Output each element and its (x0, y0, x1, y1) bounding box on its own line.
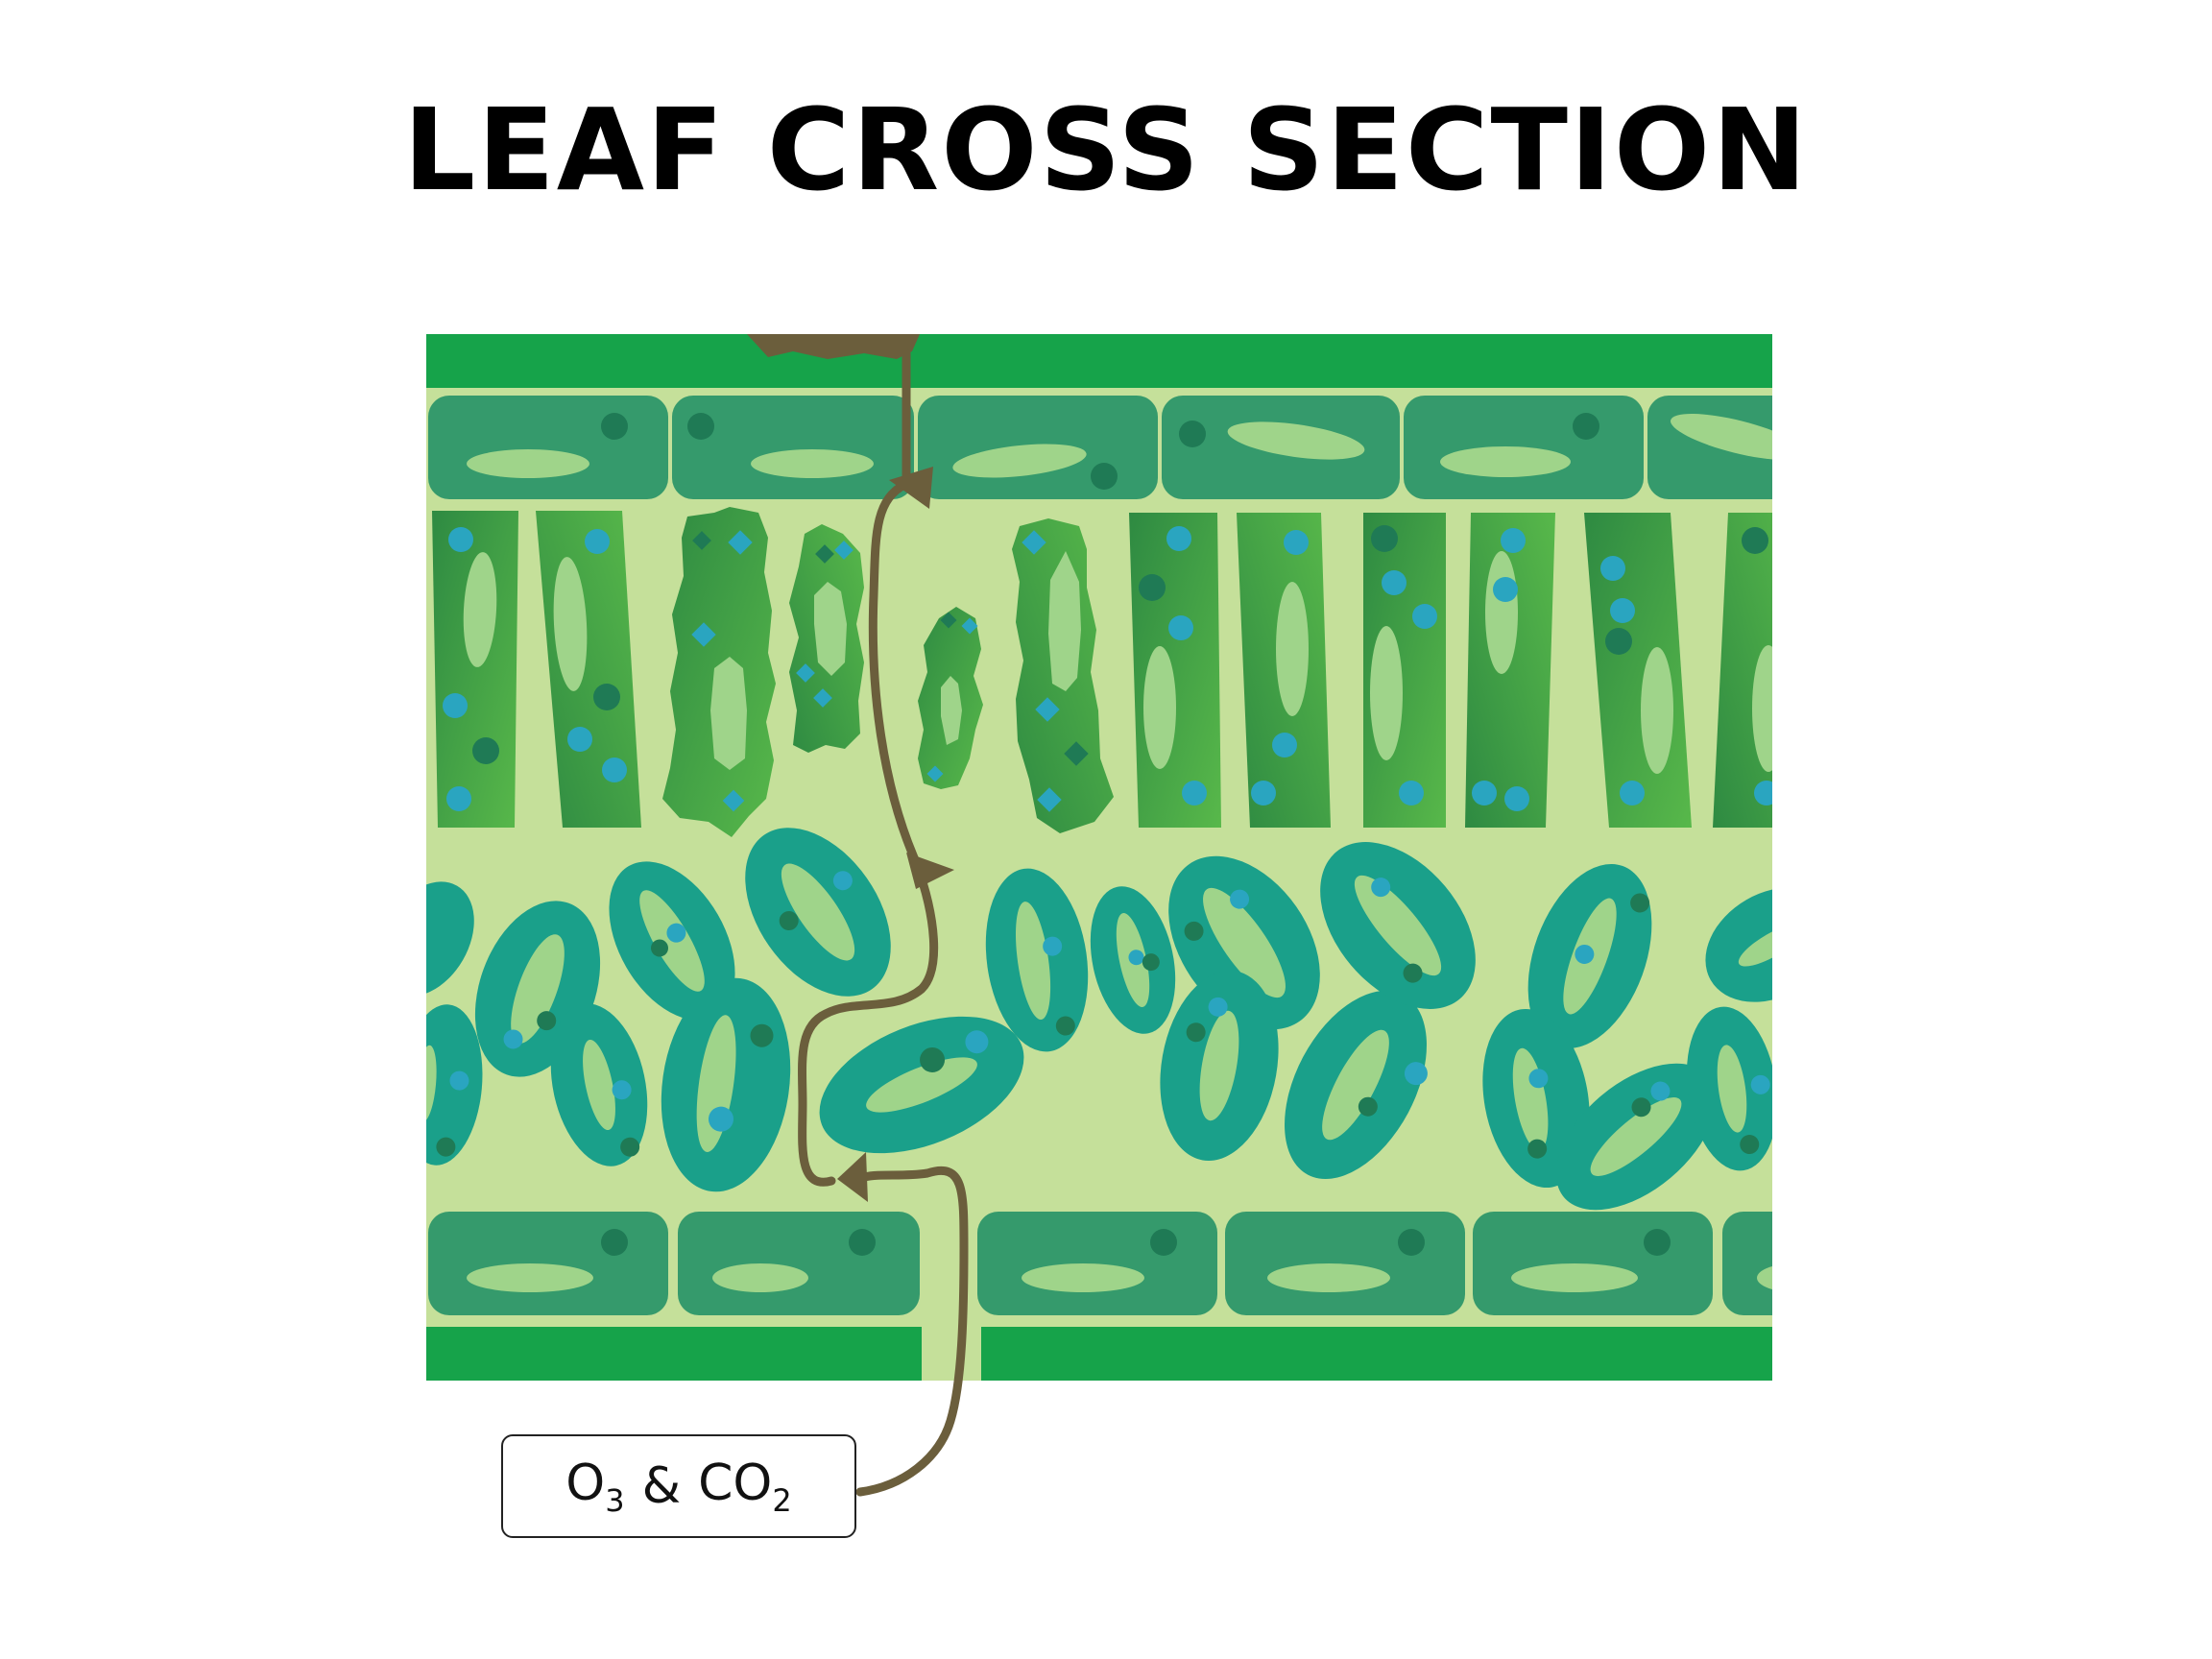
gas-ampersand: & (641, 1457, 682, 1515)
damaged-palisade-cell (789, 524, 864, 753)
spongy-cell (550, 1003, 648, 1166)
epidermal-cell (678, 1212, 920, 1315)
palisade-cell (1363, 513, 1446, 828)
arrowhead-middle (906, 853, 954, 889)
page-title: LEAF CROSS SECTION (403, 84, 1809, 216)
palisade-cell (1584, 513, 1692, 828)
spongy-cell (1482, 1008, 1590, 1189)
palisade-cell (1237, 513, 1331, 828)
palisade-cell (536, 511, 641, 828)
spongy-cell (1555, 1063, 1717, 1211)
damaged-palisade-cell (1012, 518, 1114, 833)
palisade-cell (1129, 513, 1221, 828)
epidermal-cell (1647, 396, 1772, 499)
upper-cuticle (426, 334, 1772, 388)
spongy-cell (1527, 863, 1652, 1049)
spongy-cell (1090, 886, 1176, 1034)
spongy-cell (985, 868, 1089, 1052)
palisade-cell (1465, 513, 1555, 828)
spongy-cell (426, 881, 474, 997)
epidermal-cell (1473, 1212, 1713, 1315)
epidermal-cell (1404, 396, 1644, 499)
epidermal-cell (428, 1212, 668, 1315)
spongy-cell (1160, 970, 1279, 1162)
spongy-cell (1686, 1006, 1772, 1171)
mesophyll-background (426, 334, 1772, 1381)
epidermal-cell (918, 396, 1158, 499)
spongy-cell (426, 1004, 483, 1166)
epidermal-cell (1162, 396, 1400, 499)
spongy-cell (1285, 990, 1428, 1180)
damaged-palisade-cell (918, 607, 983, 789)
arrowhead-top (889, 467, 933, 509)
gas-pathway (798, 349, 969, 1497)
epidermal-cell (977, 1212, 1217, 1315)
spongy-cell (609, 861, 735, 1021)
palisade-cell (1713, 513, 1772, 828)
lower-cuticle-left (426, 1327, 922, 1381)
lower-epidermis (428, 1212, 1772, 1315)
epidermal-cell (428, 396, 668, 499)
spongy-layer (426, 828, 1772, 1211)
spongy-cell (661, 977, 791, 1192)
spongy-cell (745, 828, 891, 997)
lower-cuticle-right (981, 1327, 1772, 1381)
upper-epidermis (428, 396, 1772, 499)
pathway-arrowheads (837, 467, 954, 1202)
damaged-palisade-cell (662, 507, 776, 837)
palisade-cell (432, 511, 518, 828)
pathway-spongy (798, 857, 939, 1187)
palisade-layer (432, 507, 1772, 837)
arrowhead-bottom (837, 1152, 868, 1202)
spongy-cell (1320, 842, 1476, 1009)
spongy-cell (819, 1016, 1024, 1154)
gas-o3: O3 (565, 1454, 625, 1519)
cuticle-lesion (747, 334, 920, 359)
pathway-from-label (855, 1166, 969, 1497)
epidermal-cell (1225, 1212, 1465, 1315)
spongy-cell (1705, 887, 1772, 1002)
epidermal-cell (1722, 1212, 1772, 1315)
pathway-palisade (868, 479, 921, 867)
gas-co2: CO2 (698, 1454, 792, 1519)
epidermal-cell (672, 396, 914, 499)
gas-label-box: O3 & CO2 (501, 1434, 856, 1538)
